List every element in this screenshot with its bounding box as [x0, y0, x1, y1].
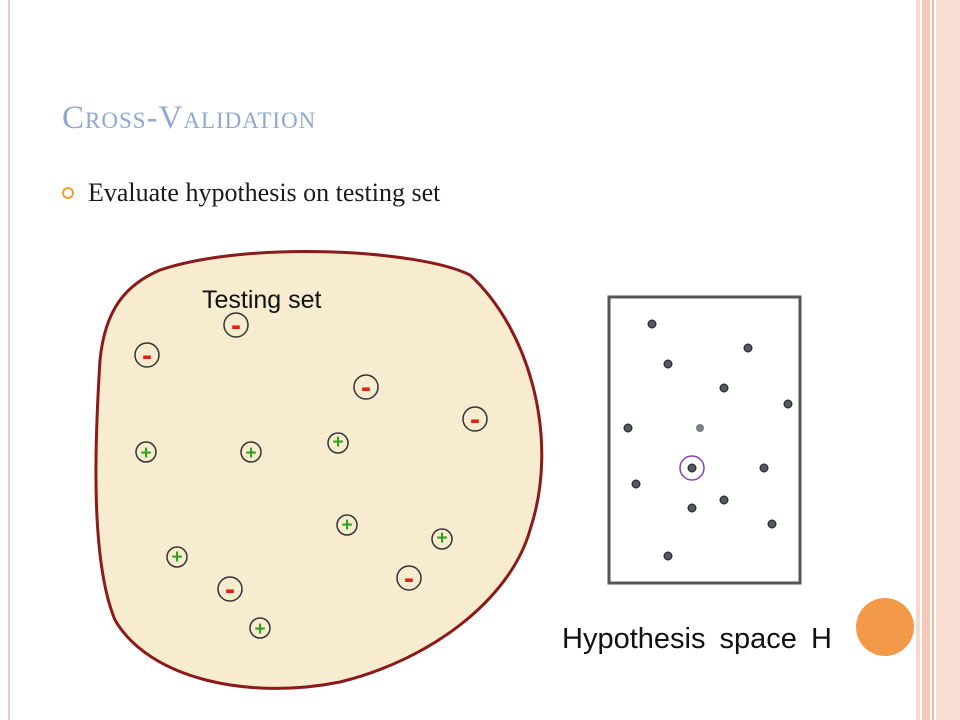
slide-title: Cross-Validation: [62, 100, 317, 136]
positive-sample: +: [327, 432, 349, 454]
bullet-text: Evaluate hypothesis on testing set: [88, 178, 441, 207]
bullet-circle-icon: [62, 187, 74, 199]
negative-symbol: -: [225, 573, 235, 606]
positive-symbol: +: [245, 443, 256, 464]
negative-sample: -: [223, 309, 249, 342]
testing-set-region: [94, 250, 544, 690]
positive-sample: +: [240, 441, 262, 464]
hypothesis-point: [647, 319, 657, 329]
negative-symbol: -: [470, 403, 480, 436]
hypothesis-point: [687, 503, 697, 513]
negative-sample: -: [217, 573, 243, 606]
positive-symbol: +: [332, 432, 343, 453]
negative-sample: -: [396, 562, 422, 595]
positive-sample: +: [166, 546, 188, 568]
testing-set-label: Testing set: [202, 286, 322, 314]
hypothesis-point: [663, 551, 673, 561]
bullet-item: Evaluate hypothesis on testing set: [62, 178, 440, 208]
positive-symbol: +: [171, 547, 182, 568]
negative-samples: - - - - - -: [134, 309, 488, 606]
hypothesis-point: [631, 479, 641, 489]
positive-sample: +: [336, 514, 358, 536]
negative-symbol: -: [142, 339, 152, 372]
selected-hypothesis-ring: [679, 455, 705, 481]
positive-samples: + + + + + + +: [135, 432, 453, 640]
hypothesis-point: [759, 463, 769, 473]
orange-highlight-circle: [856, 598, 914, 656]
negative-sample: -: [353, 371, 379, 404]
positive-symbol: +: [254, 619, 265, 640]
hypothesis-point: [623, 423, 633, 433]
hypothesis-points: [623, 319, 793, 561]
hypothesis-point: [767, 519, 777, 529]
hypothesis-point: [783, 399, 793, 409]
selected-hypothesis: [679, 455, 705, 481]
selected-hypothesis-point: [687, 463, 697, 473]
positive-sample: +: [431, 528, 453, 550]
hypothesis-point: [696, 424, 704, 432]
hypothesis-space-label: Hypothesis space H: [562, 623, 832, 655]
negative-symbol: -: [231, 309, 241, 342]
positive-symbol: +: [341, 515, 352, 536]
negative-sample: -: [134, 339, 160, 372]
negative-sample: -: [462, 403, 488, 436]
hypothesis-point: [743, 343, 753, 353]
positive-symbol: +: [436, 528, 447, 549]
hypothesis-point: [719, 383, 729, 393]
positive-symbol: +: [140, 443, 151, 464]
negative-symbol: -: [361, 371, 371, 404]
positive-sample: +: [249, 617, 271, 640]
positive-sample: +: [135, 441, 157, 464]
negative-symbol: -: [404, 562, 414, 595]
hypothesis-space-box: [607, 295, 802, 585]
hypothesis-point: [663, 359, 673, 369]
slide-frame-left: [8, 0, 10, 720]
hypothesis-point: [719, 495, 729, 505]
slide-frame-right: [916, 0, 960, 720]
